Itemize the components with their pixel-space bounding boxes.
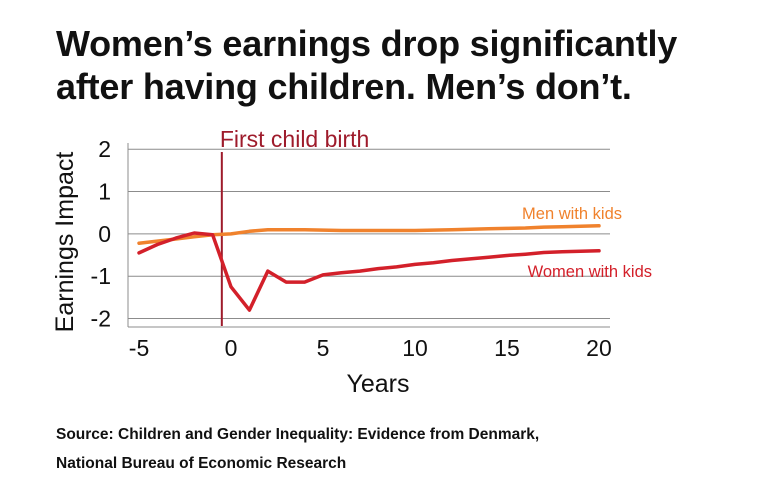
y-tick-label: -2 [91,306,111,332]
x-axis-label: Years [346,370,409,398]
y-tick-label: 2 [98,136,111,162]
first-child-birth-label: First child birth [220,126,370,152]
x-tick-label: 10 [402,335,428,361]
x-tick-label: 0 [225,335,238,361]
x-tick-label: 5 [317,335,330,361]
source-line-1: Source: Children and Gender Inequality: … [56,426,540,443]
source-line-2: National Bureau of Economic Research [56,455,347,472]
series-label-men: Men with kids [522,205,622,223]
y-axis-label: Earnings Impact [51,152,79,333]
y-tick-label: 0 [98,221,111,247]
chart-title: Women’s earnings drop significantly afte… [56,22,756,108]
line-chart: First child birth Men with kids Women wit… [51,126,652,398]
source-note: Source: Children and Gender Inequality: … [56,420,756,478]
series-label-women: Women with kids [528,263,652,281]
chart-title-line-1: Women’s earnings drop significantly [56,23,678,64]
x-tick-label: 20 [586,335,612,361]
series-line-men [137,224,601,245]
chart-title-line-2: after having children. Men’s don’t. [56,66,632,107]
x-tick-label: 15 [494,335,520,361]
y-tick-label: 1 [98,179,111,205]
y-tick-label: -1 [91,263,111,289]
x-tick-label: -5 [129,335,149,361]
series-line-women [137,231,601,312]
